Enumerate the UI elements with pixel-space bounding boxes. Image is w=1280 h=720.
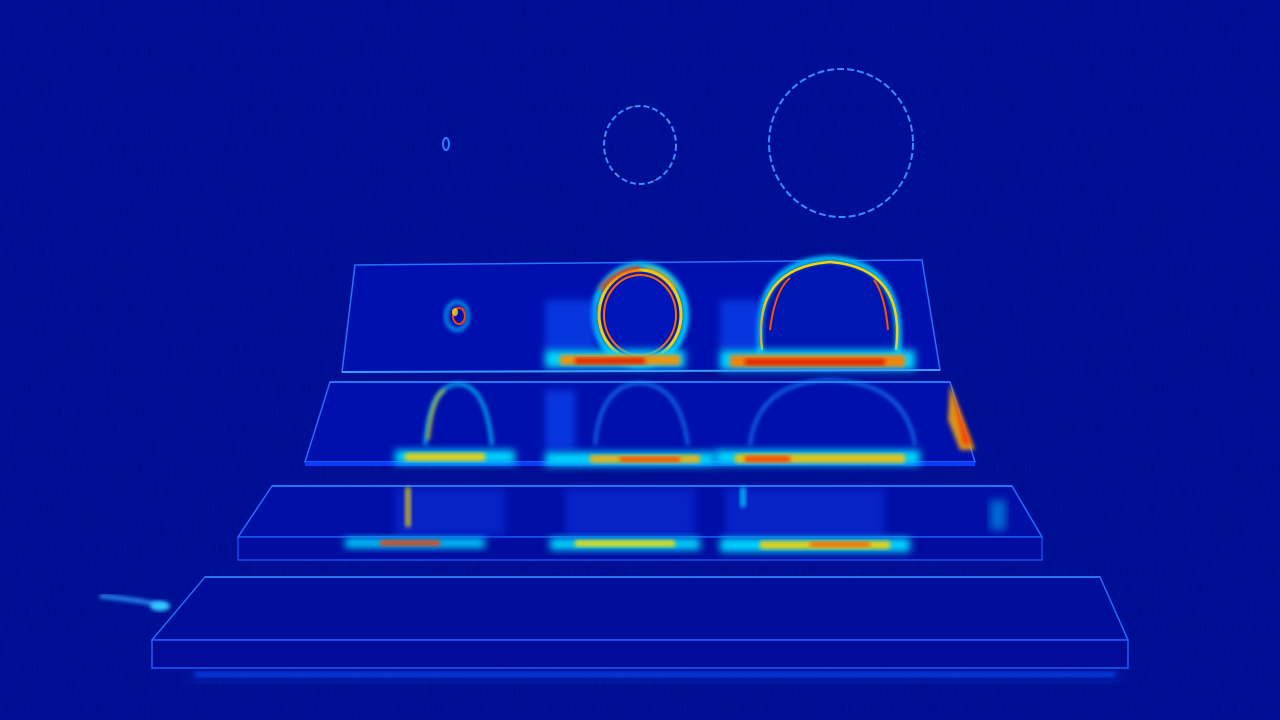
hole-large [756, 255, 902, 361]
floating-ring-small [442, 137, 450, 151]
floating-rings [442, 68, 914, 218]
plate-tier-3 [236, 485, 1044, 561]
hole-small [444, 300, 470, 332]
bottom-glow [190, 674, 1120, 680]
plate-tier-1 [341, 255, 941, 373]
floating-ring-medium-accent [603, 105, 677, 185]
plate-tier-2 [303, 378, 977, 466]
plate-tier-4-base [99, 576, 1130, 677]
floating-ring-large [768, 68, 914, 218]
edge-highlights [205, 381, 1100, 578]
